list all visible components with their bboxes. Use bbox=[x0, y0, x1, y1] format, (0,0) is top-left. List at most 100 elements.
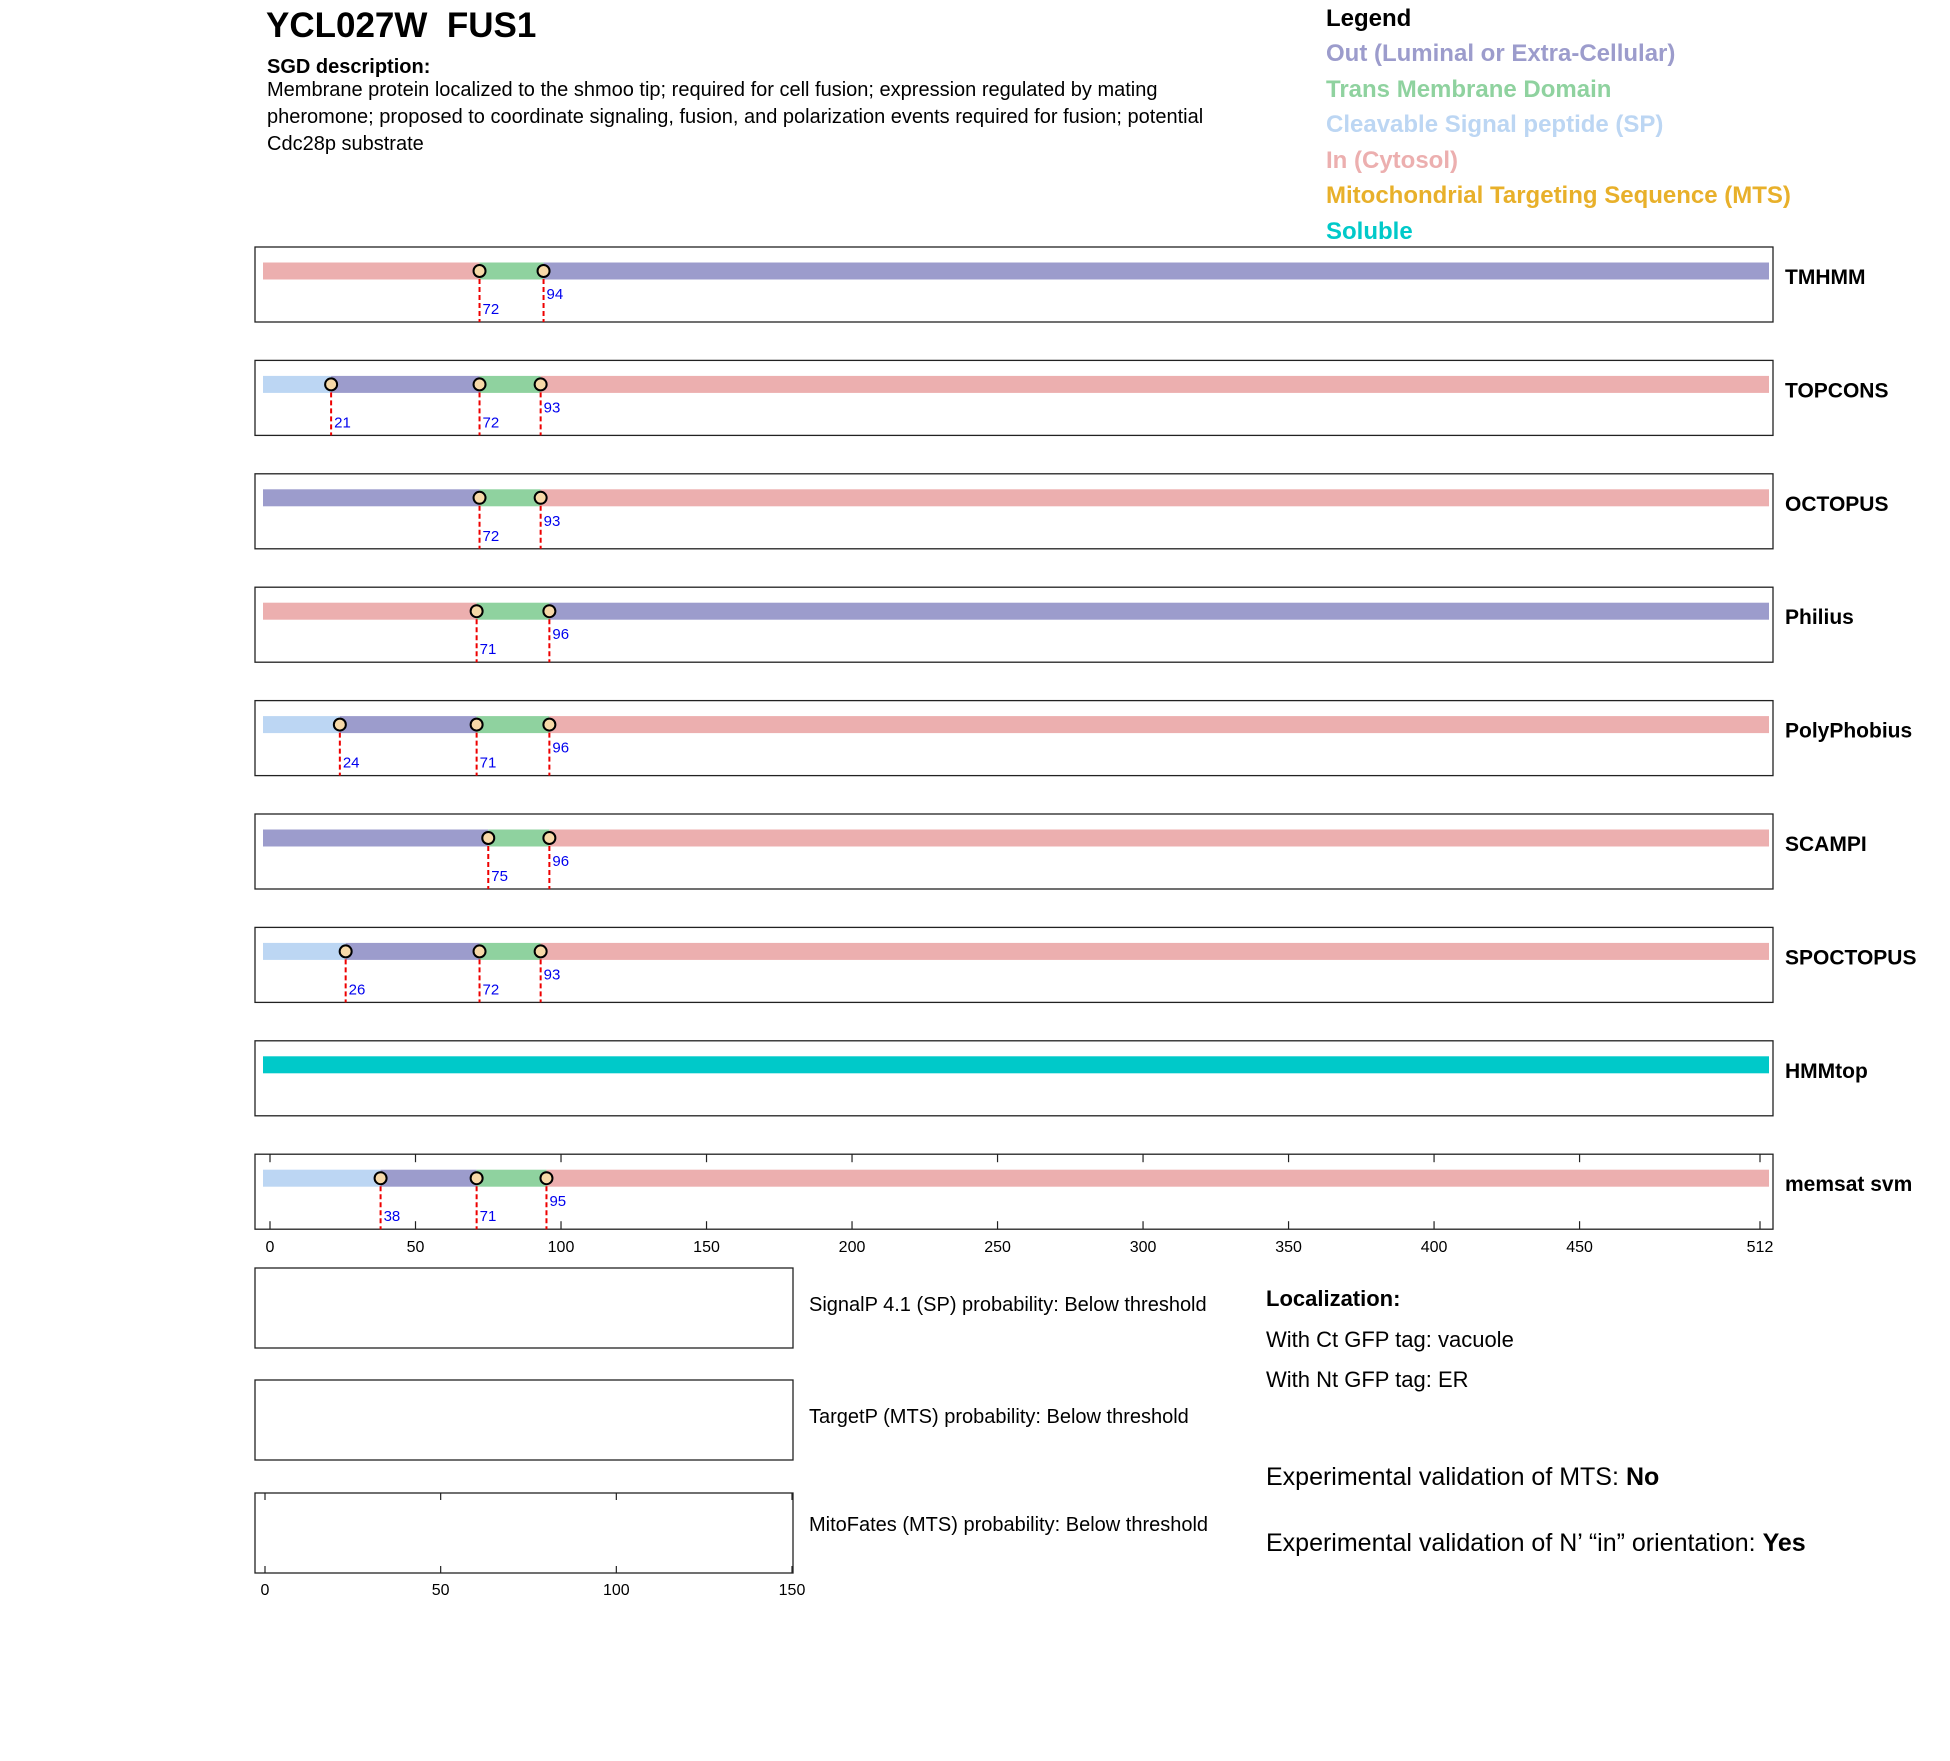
probability-box bbox=[254, 1267, 794, 1349]
boundary-label: 38 bbox=[384, 1208, 401, 1225]
boundary-label: 96 bbox=[552, 740, 569, 757]
topology-segment bbox=[549, 829, 1769, 847]
boundary-marker bbox=[469, 717, 484, 732]
topology-segment bbox=[263, 262, 480, 280]
track-name: HMMtop bbox=[1785, 1060, 1868, 1083]
topology-segment bbox=[476, 1169, 547, 1187]
x-tick-label: 150 bbox=[693, 1239, 720, 1256]
x-tick-label: 0 bbox=[266, 1239, 275, 1256]
track-name: TMHMM bbox=[1785, 266, 1865, 289]
boundary-label: 26 bbox=[349, 981, 366, 998]
boundary-marker bbox=[324, 377, 339, 392]
boundary-label: 72 bbox=[483, 981, 500, 998]
x-tick-label: 50 bbox=[407, 1239, 425, 1256]
track-box bbox=[254, 586, 1774, 663]
boundary-label: 94 bbox=[547, 286, 564, 303]
boundary-label: 71 bbox=[480, 641, 497, 658]
track-name: PolyPhobius bbox=[1785, 720, 1912, 743]
x-tick-label: 300 bbox=[1130, 1239, 1157, 1256]
description: Membrane protein localized to the shmoo … bbox=[267, 79, 1204, 155]
boundary-marker bbox=[536, 264, 551, 278]
topology-segment bbox=[331, 375, 480, 393]
topology-segment bbox=[549, 602, 1769, 620]
localization-line: With Ct GFP tag: vacuole bbox=[1266, 1327, 1514, 1352]
boundary-label: 93 bbox=[544, 513, 561, 530]
validation-line: Experimental validation of MTS: No bbox=[1266, 1463, 1659, 1492]
topology-segment bbox=[479, 375, 541, 393]
legend-entry: Soluble bbox=[1326, 217, 1413, 245]
validation-answer: No bbox=[1625, 1463, 1660, 1491]
x-tick-label: 50 bbox=[432, 1582, 450, 1599]
topology-segment bbox=[263, 602, 477, 620]
boundary-marker bbox=[539, 1171, 554, 1186]
topology-segment bbox=[263, 489, 480, 507]
validation-text: Experimental validation of N’ “in” orien… bbox=[1266, 1529, 1756, 1557]
topology-segment bbox=[479, 489, 541, 507]
boundary-label: 72 bbox=[483, 528, 500, 545]
boundary-marker bbox=[469, 604, 484, 619]
probability-label: MitoFates (MTS) probability: Below thres… bbox=[809, 1514, 1209, 1536]
boundary-marker bbox=[542, 717, 557, 732]
legend-entry: Cleavable Signal peptide (SP) bbox=[1326, 111, 1664, 138]
probability-box bbox=[254, 1492, 794, 1574]
topology-segment bbox=[476, 716, 550, 734]
track-name: SCAMPI bbox=[1785, 833, 1867, 856]
topology-segment bbox=[263, 1169, 381, 1187]
boundary-marker bbox=[533, 490, 548, 505]
boundary-label: 93 bbox=[544, 399, 561, 416]
topology-segment bbox=[549, 716, 1769, 734]
track-box bbox=[254, 926, 1774, 1004]
description-label: SGD description: bbox=[267, 56, 431, 78]
topology-segment bbox=[479, 942, 541, 960]
boundary-marker bbox=[332, 717, 347, 732]
track-box bbox=[254, 813, 1774, 890]
x-tick-label: 250 bbox=[984, 1239, 1011, 1256]
track-box bbox=[254, 1040, 1774, 1117]
probability-label: SignalP 4.1 (SP) probability: Below thre… bbox=[809, 1294, 1207, 1316]
boundary-marker bbox=[542, 604, 557, 619]
boundary-label: 95 bbox=[549, 1193, 566, 1210]
track-box bbox=[254, 1153, 1774, 1230]
boundary-marker bbox=[472, 490, 487, 505]
topology-segment bbox=[263, 942, 346, 960]
localization-line: With Nt GFP tag: ER bbox=[1266, 1367, 1469, 1392]
legend-entry: Trans Membrane Domain bbox=[1326, 75, 1612, 103]
x-tick-label: 200 bbox=[839, 1239, 866, 1256]
legend-entry: Mitochondrial Targeting Sequence (MTS) bbox=[1326, 182, 1791, 209]
topology-segment bbox=[339, 716, 477, 734]
validation-answer: Yes bbox=[1762, 1529, 1806, 1557]
boundary-marker bbox=[533, 377, 548, 392]
topology-segment bbox=[540, 375, 1769, 393]
topology-segment bbox=[345, 942, 480, 960]
topology-segment bbox=[380, 1169, 477, 1187]
topology-segment bbox=[540, 942, 1769, 960]
x-tick-label: 512 bbox=[1747, 1239, 1774, 1256]
track-box bbox=[254, 473, 1774, 550]
x-tick-label: 400 bbox=[1421, 1239, 1448, 1256]
boundary-marker bbox=[472, 377, 487, 392]
boundary-label: 72 bbox=[483, 414, 500, 431]
title: YCL027W FUS1 bbox=[266, 6, 537, 45]
x-tick-label: 0 bbox=[261, 1582, 270, 1599]
boundary-label: 96 bbox=[552, 853, 569, 870]
legend-entry: In (Cytosol) bbox=[1326, 146, 1458, 174]
x-tick-label: 150 bbox=[779, 1582, 806, 1599]
validation-text: Experimental validation of MTS: bbox=[1266, 1463, 1619, 1491]
track-box bbox=[254, 359, 1774, 437]
track-name: OCTOPUS bbox=[1785, 493, 1888, 516]
topology-segment bbox=[546, 1169, 1769, 1187]
topology-segment bbox=[543, 262, 1769, 280]
topology-segment bbox=[479, 262, 544, 280]
x-tick-label: 450 bbox=[1566, 1239, 1593, 1256]
track-box bbox=[254, 699, 1774, 777]
track-name: Philius bbox=[1785, 606, 1854, 629]
legend-entry: Out (Luminal or Extra-Cellular) bbox=[1326, 40, 1676, 67]
track-name: TOPCONS bbox=[1785, 379, 1888, 402]
topology-segment bbox=[540, 489, 1769, 507]
boundary-marker bbox=[472, 944, 487, 959]
boundary-marker bbox=[373, 1171, 388, 1186]
boundary-label: 72 bbox=[483, 301, 500, 318]
boundary-label: 75 bbox=[491, 868, 508, 885]
localization-title: Localization: bbox=[1266, 1286, 1401, 1311]
boundary-marker bbox=[338, 944, 353, 959]
